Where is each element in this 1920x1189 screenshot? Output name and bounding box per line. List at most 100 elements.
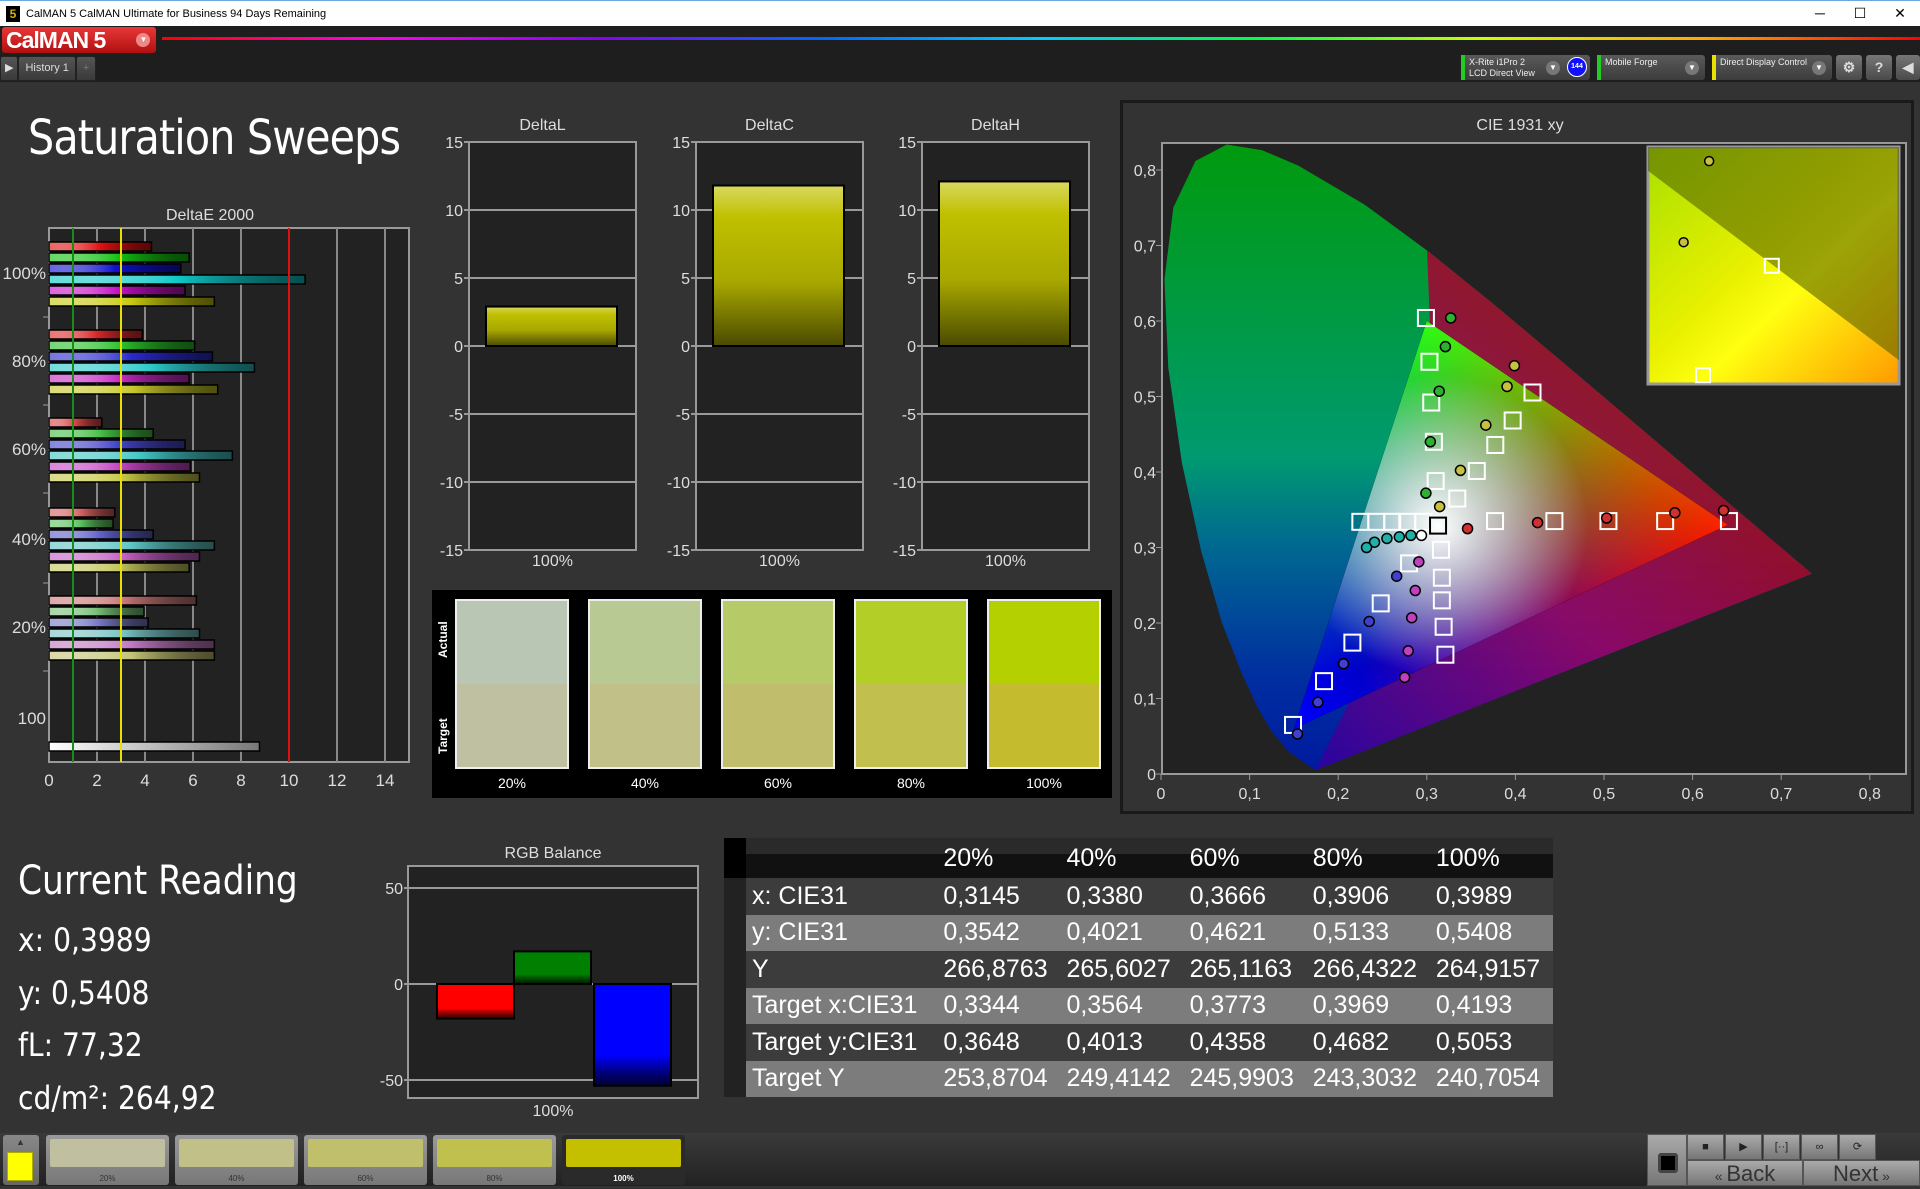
target-swatch (457, 684, 567, 767)
status-indicator (1597, 55, 1601, 80)
next-button[interactable]: Next » (1803, 1160, 1920, 1186)
measured-point (1501, 380, 1513, 393)
y-tick-label: -15 (893, 543, 916, 560)
reading-cdm2: cd/m²: 264,92 (18, 1078, 217, 1117)
actual-swatch (989, 601, 1099, 684)
y-tick-label: 0,5 (1134, 390, 1156, 407)
source-selector[interactable]: Mobile Forge ▼ (1597, 55, 1705, 80)
measured-point (1337, 658, 1350, 670)
category-label: 100% (3, 264, 46, 283)
deltae-bar-shade (48, 417, 103, 428)
play-icon: ▶ (1739, 1141, 1748, 1153)
meter-selector[interactable]: X-Rite i1Pro 2 LCD Direct View ▼ 144 (1461, 55, 1590, 80)
patch-label: 60% (357, 1174, 374, 1183)
table-row: x: CIE31 0,3145 0,3380 0,3666 0,3906 0,3989 (724, 878, 1553, 915)
y-tick-label: 5 (454, 271, 463, 288)
table-cell: 0,3906 (1306, 878, 1430, 915)
measured-point (1433, 385, 1445, 397)
y-tick-label: -50 (380, 1073, 403, 1090)
deltae-bar-shade (48, 595, 198, 606)
deltae-bar-shade (48, 551, 201, 562)
add-tab-button[interactable]: + (75, 56, 97, 81)
row-label: Y (746, 951, 938, 988)
refresh-icon: ⟳ (1852, 1141, 1863, 1153)
refresh-button[interactable]: ⟳ (1839, 1134, 1876, 1160)
x-tick-label: 0 (44, 771, 53, 790)
table-cell: 0,3380 (1060, 878, 1184, 915)
x-category-label: 100% (533, 1103, 574, 1120)
deltal-chart: DeltaL 15 10 5 0 -5 -10 -15 100% (440, 117, 637, 570)
patch-button-20%[interactable]: 20% (46, 1135, 169, 1185)
patch-button-100%[interactable]: 100% (562, 1135, 685, 1185)
calman-menu-button[interactable]: CalMAN 5 ▼ (2, 27, 156, 53)
help-button[interactable]: ? (1866, 55, 1892, 80)
meter-badge: 144 (1567, 57, 1587, 77)
table-cell: 0,3989 (1429, 878, 1553, 915)
y-tick-label: 5 (907, 271, 916, 288)
measured-point (1461, 522, 1474, 535)
measured-point (1444, 312, 1457, 324)
table-cell: 0,4621 (1183, 914, 1307, 951)
patch-button-40%[interactable]: 40% (175, 1135, 298, 1185)
play-history-button[interactable]: ▶ (0, 56, 19, 81)
color-swatch-comparison: Actual Target 20% 40% 60% 80% 100% (432, 590, 1112, 798)
measured-point (1531, 516, 1544, 529)
measured-point (1717, 504, 1730, 517)
reading-fl: fL: 77,32 (18, 1026, 143, 1064)
y-tick-label: 0,4 (1134, 465, 1156, 482)
maximize-button[interactable]: ☐ (1853, 5, 1867, 21)
rgb-bar-shade (593, 983, 672, 1087)
y-tick-label: 10 (898, 203, 916, 220)
cie-1931-chart: CIE 1931 xy 0 0,1 0,2 0,3 0,4 0,5 0,6 0,7 0,8 0 0,1… (1120, 100, 1914, 814)
current-color-panel[interactable]: ▲ (3, 1135, 39, 1185)
measured-point (1360, 541, 1373, 554)
measured-point (1433, 500, 1446, 513)
x-category-label: 100% (985, 553, 1026, 570)
close-button[interactable]: ✕ (1894, 5, 1906, 21)
settings-button[interactable]: ⚙ (1836, 55, 1862, 80)
row-stub (724, 951, 746, 988)
measured-point (1454, 464, 1467, 477)
deltae-bar-shade (48, 439, 186, 450)
back-button[interactable]: « Back (1687, 1160, 1803, 1186)
y-tick-label: 15 (445, 135, 463, 152)
target-swatch (989, 684, 1099, 767)
tab-history-1[interactable]: History 1 (18, 56, 76, 81)
x-tick-label: 0,2 (1327, 786, 1349, 803)
y-tick-label: -10 (893, 475, 916, 492)
stop-measure-button[interactable] (1647, 1134, 1687, 1186)
table-cell: 0,3145 (937, 878, 1061, 915)
loop-button[interactable]: ∞ (1801, 1134, 1838, 1160)
rgb-balance-chart: RGB Balance 50 0 -50 100% (380, 845, 699, 1120)
swatch-label: 60% (763, 775, 793, 791)
collapse-button[interactable]: ◀ (1896, 55, 1920, 80)
y-tick-label: -5 (902, 407, 916, 424)
measured-point (1405, 611, 1418, 624)
display-selector[interactable]: Direct Display Control ▼ (1712, 55, 1832, 80)
patch-button-80%[interactable]: 80% (433, 1135, 556, 1185)
measurement-table: 20% 40% 60% 80% 100% x: CIE31 0,3145 0,3380 0,36… (724, 838, 1553, 1097)
measured-point (1600, 512, 1613, 524)
patch-button-60%[interactable]: 60% (304, 1135, 427, 1185)
table-header: 20% 40% 60% 80% 100% (724, 838, 1553, 878)
target-swatch (590, 684, 700, 767)
measured-point (1402, 645, 1414, 657)
target-marker (1426, 472, 1445, 491)
y-tick-label: 15 (672, 135, 690, 152)
table-cell: 0,3666 (1183, 878, 1307, 915)
column-header (746, 838, 938, 878)
current-color-swatch (7, 1152, 33, 1181)
bracket-button[interactable]: [··] (1763, 1134, 1800, 1160)
target-marker (1371, 594, 1390, 613)
chevron-down-icon: ▼ (136, 33, 150, 47)
target-marker (1448, 489, 1467, 508)
play-button[interactable]: ▶ (1725, 1134, 1762, 1160)
minimize-button[interactable]: ─ (1815, 5, 1825, 21)
target-marker (1434, 617, 1453, 636)
patch-color (179, 1139, 294, 1167)
stop-button[interactable]: ■ (1687, 1134, 1724, 1160)
x-tick-label: 0,6 (1681, 786, 1703, 803)
table-cell: 0,3564 (1060, 987, 1184, 1024)
column-header: 40% (1060, 838, 1184, 878)
row-label: Target y:CIE31 (746, 1024, 938, 1061)
